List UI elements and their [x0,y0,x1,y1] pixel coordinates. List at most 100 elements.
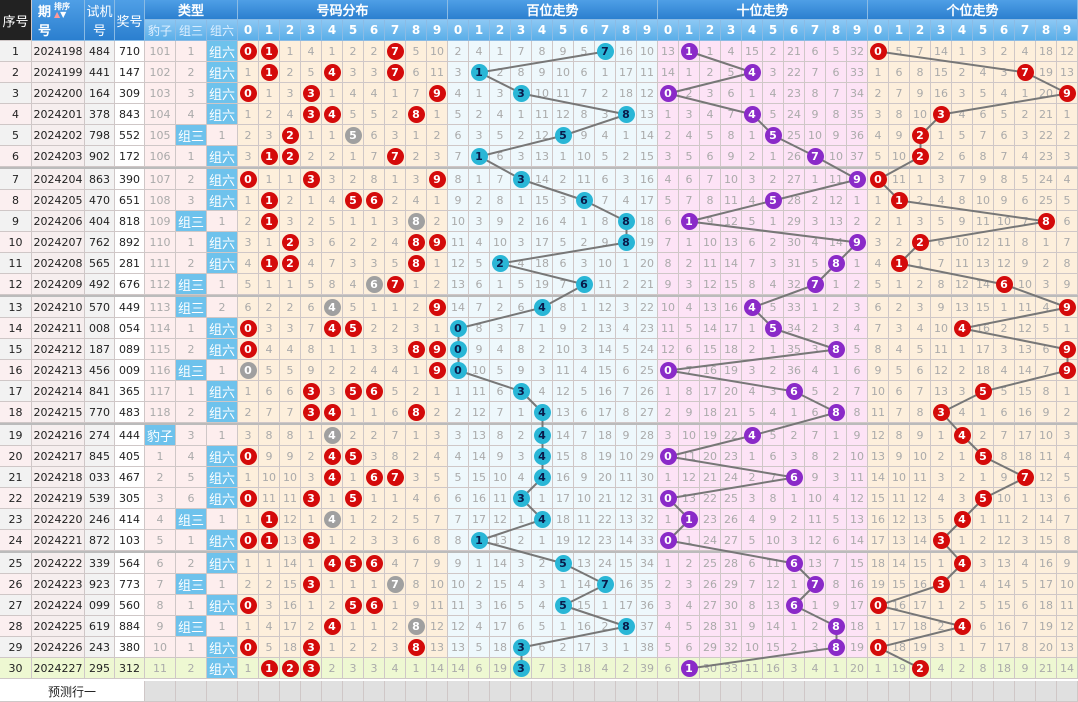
row-bai-cell: 12 [574,530,595,551]
row-dist-cell: 8 [406,574,427,595]
row-shi-cell: 25 [700,553,721,574]
row-bai-cell: 3 [448,62,469,83]
predict-dist-cell[interactable] [406,681,427,702]
predict-ge-cell[interactable] [931,681,952,702]
row-bai-cell: 5 [553,553,574,574]
row-shi-cell: 5 [700,125,721,146]
row-dist-cell: 3 [364,339,385,360]
header-bai-digit-0: 0 [448,20,469,41]
predict-shi-cell[interactable] [847,681,868,702]
predict-bai-cell[interactable] [553,681,574,702]
predict-ge-cell[interactable] [1015,681,1036,702]
row-dist-cell: 13 [427,637,448,658]
predict-cell[interactable] [176,681,207,702]
row-shi-cell: 28 [784,190,805,211]
row-bai-cell: 18 [532,253,553,274]
predict-dist-cell[interactable] [364,681,385,702]
predict-ge-cell[interactable] [1057,681,1078,702]
predict-ge-cell[interactable] [973,681,994,702]
predict-bai-cell[interactable] [595,681,616,702]
predict-shi-cell[interactable] [784,681,805,702]
predict-bai-cell[interactable] [574,681,595,702]
row-ge-cell: 9 [868,360,889,381]
row-dist-cell: 0 [238,83,259,104]
predict-shi-cell[interactable] [721,681,742,702]
row-shi-cell: 8 [826,253,847,274]
predict-cell[interactable] [145,681,176,702]
row-ge-cell: 1 [973,402,994,423]
predict-shi-cell[interactable] [826,681,847,702]
predict-shi-cell[interactable] [658,681,679,702]
row-shi-cell: 10 [805,488,826,509]
predict-ge-cell[interactable] [889,681,910,702]
row-ge-cell: 2 [1057,402,1078,423]
predict-bai-cell[interactable] [469,681,490,702]
predict-dist-cell[interactable] [427,681,448,702]
predict-dist-cell[interactable] [280,681,301,702]
predict-dist-cell[interactable] [343,681,364,702]
predict-dist-cell[interactable] [238,681,259,702]
row-ge-cell: 19 [1036,62,1057,83]
predict-dist-cell[interactable] [322,681,343,702]
row-ge-cell: 6 [1057,211,1078,232]
row-shi-cell: 18 [700,402,721,423]
row-dist-cell: 9 [427,297,448,318]
predict-shi-cell[interactable] [805,681,826,702]
predict-dist-cell[interactable] [301,681,322,702]
header-shi-digit-1: 1 [679,20,700,41]
row-bai-cell: 5 [448,104,469,125]
row-bai-cell: 8 [448,530,469,551]
row-bai-cell: 7 [595,41,616,62]
row-shi-cell: 28 [700,616,721,637]
row-type-baozi: 110 [145,232,176,253]
hit-ball-4: 4 [323,105,341,123]
row-shi-cell: 6 [847,360,868,381]
row-shi-cell: 9 [805,467,826,488]
predict-ge-cell[interactable] [868,681,889,702]
row-shi-cell: 35 [784,339,805,360]
row-dist-cell: 3 [364,530,385,551]
hit-ball-0: 0 [239,340,257,358]
predict-ge-cell[interactable] [994,681,1015,702]
predict-ge-cell[interactable] [910,681,931,702]
predict-bai-cell[interactable] [511,681,532,702]
hit-ball-1: 1 [260,510,278,528]
row-ge-cell: 9 [1057,553,1078,574]
predict-cell[interactable] [207,681,238,702]
predict-dist-cell[interactable] [259,681,280,702]
row-bai-cell: 12 [637,83,658,104]
sort-button[interactable]: 排序 ▲▼ [54,2,70,19]
row-dist-cell: 3 [385,637,406,658]
row-dist-cell: 1 [301,553,322,574]
predict-shi-cell[interactable] [742,681,763,702]
hit-ball-0: 0 [239,42,257,60]
predict-bai-cell[interactable] [490,681,511,702]
row-bai-cell: 5 [469,637,490,658]
row-bai-cell: 7 [595,190,616,211]
row-bai-cell: 13 [553,402,574,423]
row-ge-cell: 2 [1036,253,1057,274]
hit-ball-3: 3 [302,489,320,507]
predict-bai-cell[interactable] [616,681,637,702]
header-issue[interactable]: 期 排序 ▲▼ 号 [32,0,85,41]
row-ge-cell: 2 [994,41,1015,62]
row-ge-cell: 8 [868,339,889,360]
predict-bai-cell[interactable] [637,681,658,702]
predict-shi-cell[interactable] [679,681,700,702]
row-draw-number: 309 [115,83,145,104]
hit-ball-1: 1 [260,659,278,677]
predict-shi-cell[interactable] [763,681,784,702]
predict-bai-cell[interactable] [532,681,553,702]
predict-ge-cell[interactable] [1036,681,1057,702]
row-type-baozi: 107 [145,169,176,190]
predict-ge-cell[interactable] [952,681,973,702]
predict-shi-cell[interactable] [700,681,721,702]
header-ge-digit-4: 4 [952,20,973,41]
predict-bai-cell[interactable] [448,681,469,702]
row-dist-cell: 4 [322,297,343,318]
row-dist-cell: 1 [259,253,280,274]
row-dist-cell: 4 [322,425,343,446]
row-shi-cell: 2 [805,318,826,339]
predict-dist-cell[interactable] [385,681,406,702]
